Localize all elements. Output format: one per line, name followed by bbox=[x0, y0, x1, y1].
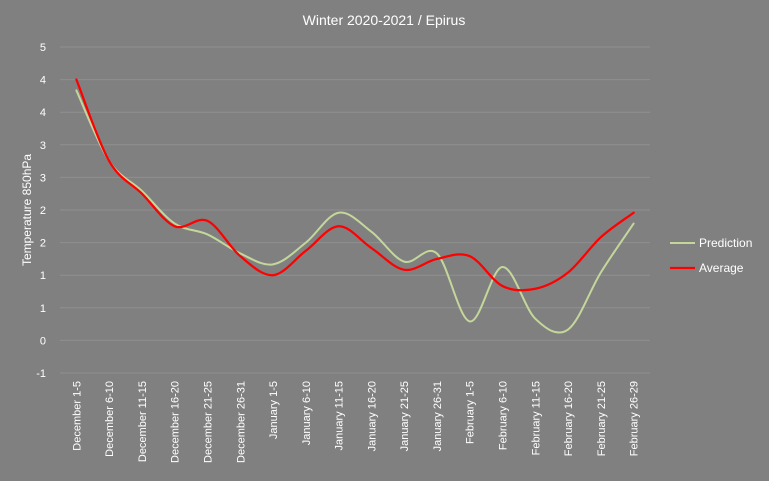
gridlines bbox=[60, 46, 650, 374]
y-tick-label: 1 bbox=[40, 303, 46, 315]
x-tick-label: December 1-5 bbox=[71, 381, 83, 451]
x-tick-label: December 21-25 bbox=[203, 381, 215, 463]
y-tick-label: 3 bbox=[40, 172, 46, 184]
x-tick-label: December 6-10 bbox=[104, 381, 116, 457]
y-tick-label: 1 bbox=[40, 270, 46, 282]
x-tick-label: December 11-15 bbox=[137, 381, 149, 462]
x-tick-label: February 21-25 bbox=[596, 381, 608, 456]
x-tick-label: February 11-15 bbox=[530, 381, 542, 455]
y-tick-label: 4 bbox=[40, 75, 46, 87]
x-tick-label: January 26-31 bbox=[432, 381, 444, 451]
y-tick-label: 3 bbox=[40, 140, 46, 152]
x-tick-label: January 11-15 bbox=[334, 381, 346, 451]
x-axis-ticks: December 1-5 December 6-10 December 11-15 D… bbox=[71, 381, 640, 463]
y-tick-label: 2 bbox=[40, 205, 46, 217]
x-tick-label: December 26-31 bbox=[235, 381, 247, 463]
x-tick-label: February 26-29 bbox=[629, 381, 641, 456]
x-tick-label: February 16-20 bbox=[563, 381, 575, 456]
y-axis-ticks: -1 0 1 1 2 2 3 3 4 4 5 bbox=[36, 42, 46, 380]
y-tick-label: 2 bbox=[40, 238, 46, 250]
x-tick-label: January 21-25 bbox=[399, 381, 411, 451]
series-line-prediction bbox=[75, 89, 635, 334]
x-tick-label: December 16-20 bbox=[170, 381, 182, 463]
y-tick-label: 5 bbox=[40, 42, 46, 54]
legend-label: Average bbox=[699, 261, 744, 275]
legend-label: Prediction bbox=[699, 236, 752, 250]
x-tick-label: January 16-20 bbox=[366, 381, 378, 451]
y-tick-label: -1 bbox=[36, 368, 46, 380]
chart-title: Winter 2020-2021 / Epirus bbox=[303, 12, 466, 28]
x-tick-label: February 1-5 bbox=[465, 381, 477, 444]
y-tick-label: 0 bbox=[40, 335, 46, 347]
x-tick-label: January 1-5 bbox=[268, 381, 280, 439]
y-tick-label: 4 bbox=[40, 107, 46, 119]
series-lines bbox=[75, 78, 635, 334]
legend: Prediction Average bbox=[670, 236, 752, 275]
series-line-average bbox=[75, 78, 635, 292]
y-axis-label: Temperature 850hPa bbox=[20, 154, 34, 266]
x-tick-label: January 6-10 bbox=[301, 381, 313, 445]
x-tick-label: February 6-10 bbox=[498, 381, 510, 450]
